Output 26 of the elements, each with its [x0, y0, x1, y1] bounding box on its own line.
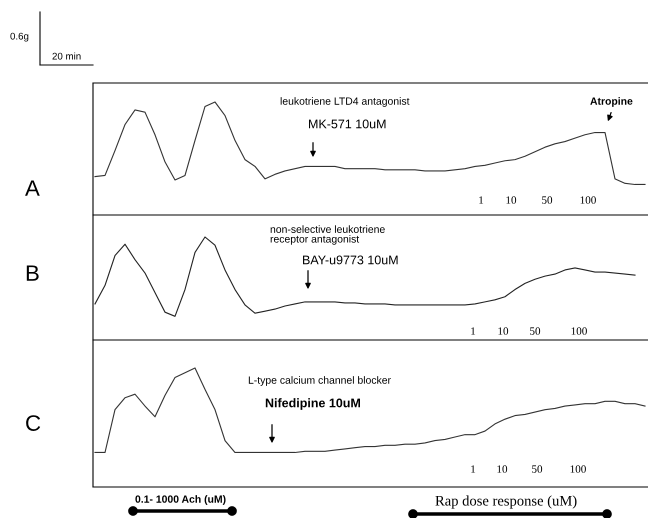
- text: Rap dose response (uM): [435, 495, 577, 509]
- text: 20 min: [52, 52, 81, 60]
- annotation: Nifedipine 10uM: [266, 398, 360, 410]
- annotation: 10: [506, 196, 516, 204]
- text: 0.1- 1000 Ach (uM): [135, 495, 226, 505]
- annotation: MK-571 10uM: [309, 120, 386, 128]
- annotation: BAY-u9773 10uM: [303, 256, 398, 264]
- annotation: 100: [572, 327, 587, 335]
- annotation: Atropine: [590, 97, 632, 107]
- annotation: L-type calcium channel blocker: [248, 376, 391, 386]
- text: B: [26, 265, 39, 281]
- annotation: 100: [580, 196, 596, 204]
- annotation: 1: [471, 327, 476, 335]
- annotation: 1: [471, 465, 476, 473]
- annotation: 50: [532, 465, 542, 473]
- annotation: 10: [498, 327, 508, 335]
- text: C: [26, 415, 40, 431]
- annotation: leukotriene LTD4 antagonist: [280, 97, 410, 107]
- text: A: [25, 180, 40, 196]
- annotation: 100: [570, 465, 586, 473]
- annotation: 50: [530, 327, 540, 335]
- annotation: 10: [497, 465, 508, 473]
- annotation: non-selective leukotriene receptor antagonist: [270, 225, 385, 245]
- text: 0.6g: [10, 32, 28, 42]
- annotation: 1: [479, 196, 484, 204]
- annotation: 50: [542, 196, 552, 204]
